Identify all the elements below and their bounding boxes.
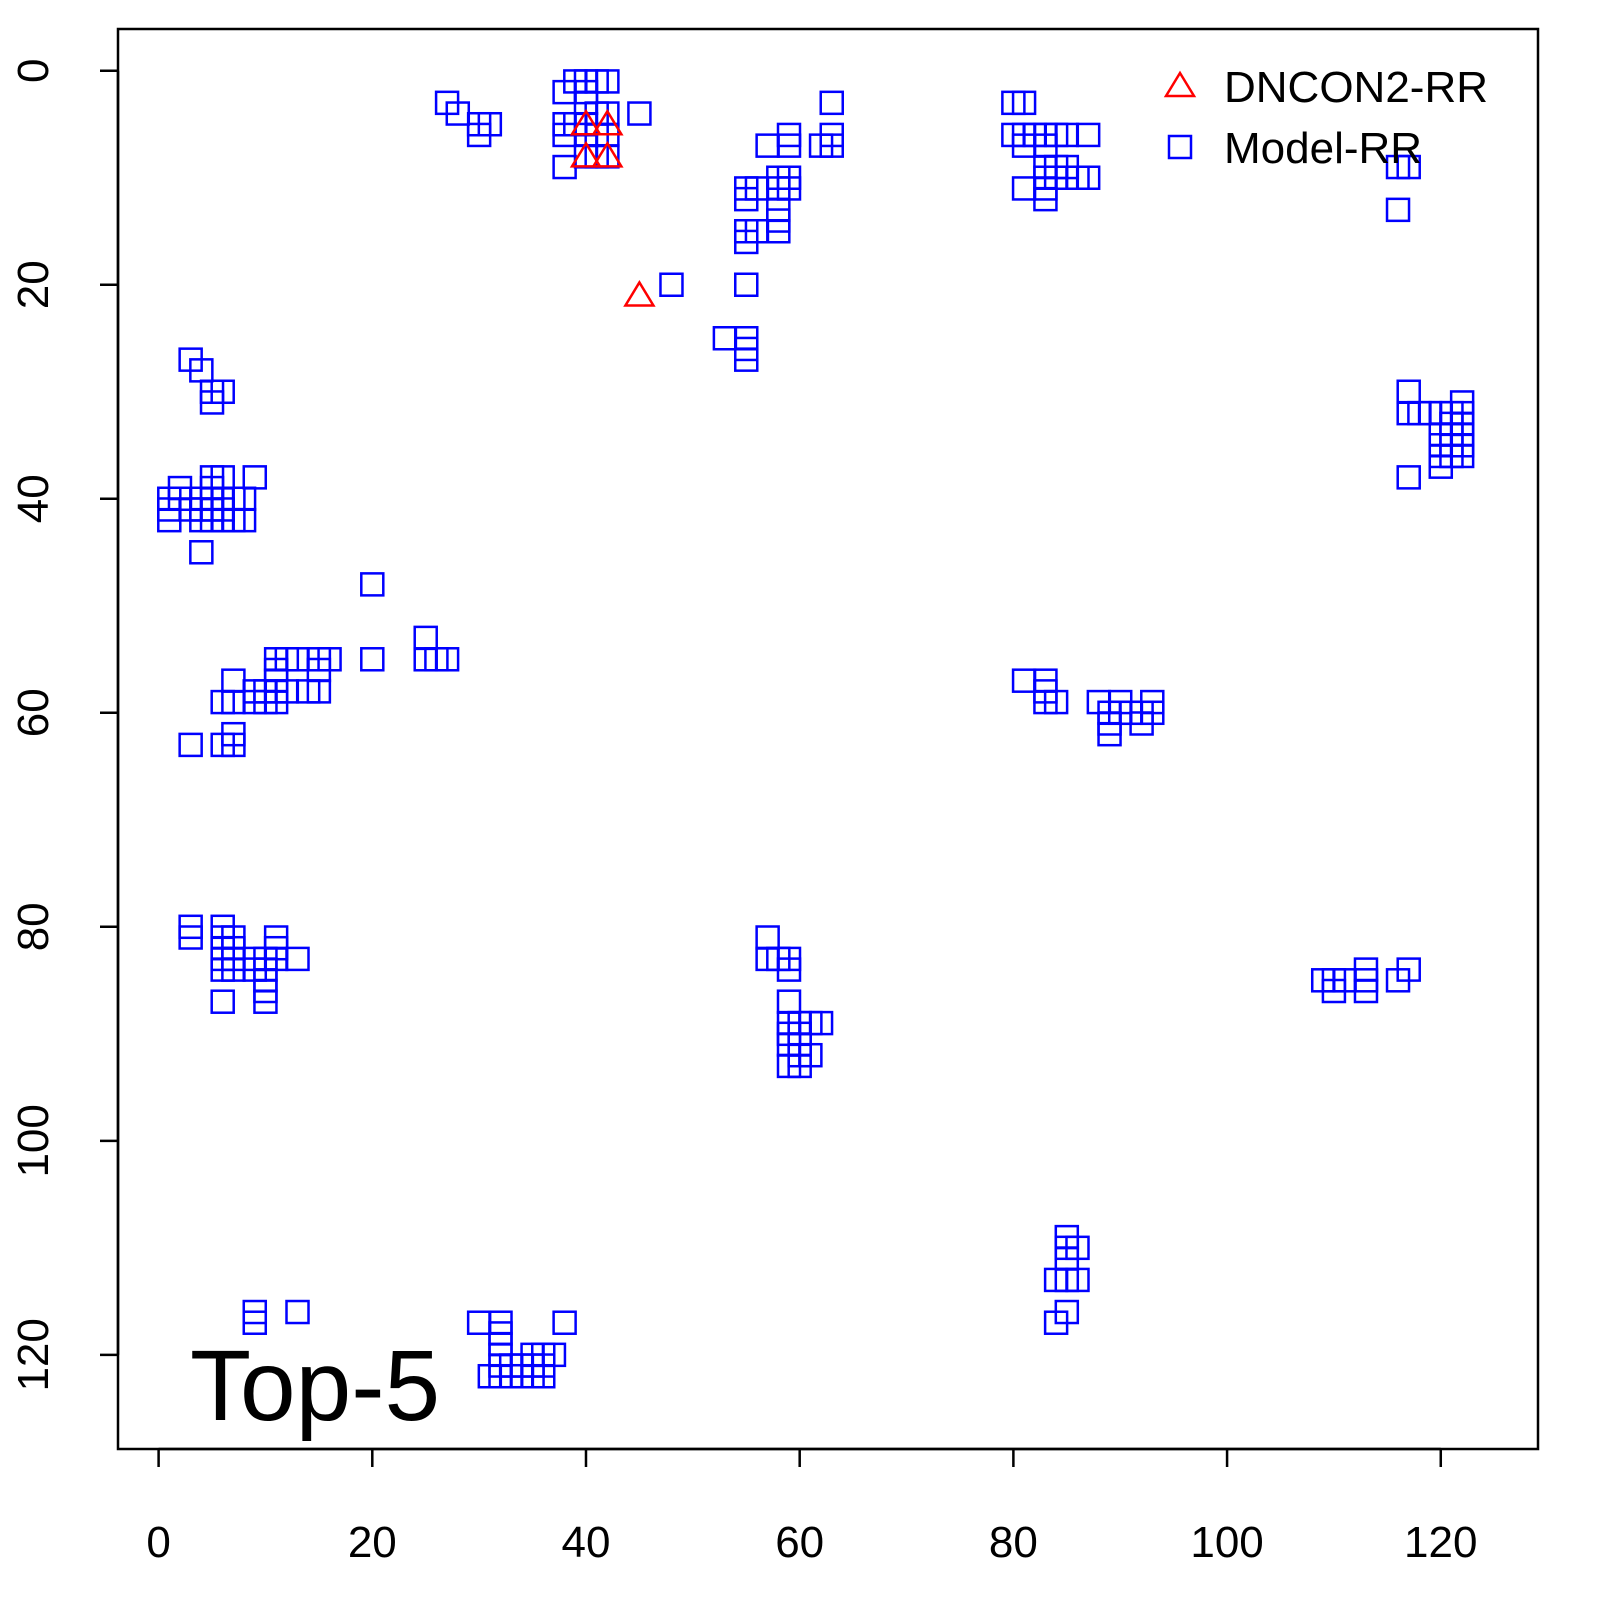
legend-label: Model-RR: [1224, 124, 1422, 173]
point: [712, 326, 738, 351]
x-tick-label: 60: [775, 1518, 824, 1567]
point: [317, 647, 342, 672]
point: [1396, 957, 1421, 982]
point: [591, 108, 624, 136]
point: [1449, 443, 1475, 469]
point: [285, 1299, 310, 1325]
point: [221, 732, 246, 758]
y-tick-label: 120: [9, 1318, 58, 1391]
y-tick-label: 100: [9, 1104, 58, 1177]
point: [776, 957, 802, 982]
point: [413, 625, 438, 651]
point: [808, 1010, 834, 1036]
point: [210, 989, 235, 1014]
point: [734, 347, 759, 372]
point: [755, 133, 780, 158]
point: [1065, 1235, 1090, 1261]
point: [819, 133, 844, 158]
point: [766, 218, 791, 244]
annotation: Top-5: [190, 1330, 440, 1442]
point: [569, 140, 603, 168]
point: [595, 69, 620, 94]
point: [360, 647, 385, 672]
point: [1043, 689, 1069, 715]
point: [623, 280, 656, 307]
point: [1075, 122, 1101, 148]
point: [569, 108, 603, 136]
point: [231, 507, 257, 533]
point: [306, 679, 332, 704]
point: [591, 140, 624, 168]
point: [798, 1042, 823, 1068]
point: [189, 540, 214, 565]
point: [1396, 154, 1421, 180]
point: [776, 133, 802, 158]
plot-frame: [116, 27, 1540, 1451]
point: [1054, 1299, 1080, 1325]
x-tick-label: 120: [1404, 1518, 1477, 1567]
point: [1011, 176, 1037, 201]
x-tick-label: 80: [989, 1518, 1038, 1567]
legend-label: DNCON2-RR: [1224, 63, 1488, 112]
x-tick-label: 40: [562, 1518, 611, 1567]
point: [477, 111, 503, 137]
point: [1011, 668, 1037, 693]
point: [178, 732, 203, 758]
legend-marker: [1167, 134, 1193, 160]
x-tick-label: 0: [146, 1518, 170, 1567]
point: [1065, 1267, 1090, 1293]
point: [221, 668, 246, 693]
point: [776, 989, 802, 1014]
y-tick-label: 60: [9, 688, 58, 737]
y-tick-label: 20: [9, 260, 58, 309]
point: [242, 1310, 268, 1335]
x-tick-label: 100: [1190, 1518, 1263, 1567]
point: [755, 925, 780, 950]
point: [434, 647, 460, 672]
legend-marker: [1163, 70, 1197, 98]
point: [1140, 700, 1165, 726]
point: [776, 176, 802, 201]
point: [552, 1310, 577, 1335]
point: [242, 465, 268, 490]
y-tick-label: 40: [9, 474, 58, 523]
point: [210, 379, 235, 405]
point: [360, 572, 385, 597]
point: [1396, 379, 1421, 405]
point: [466, 1310, 492, 1335]
point: [541, 1342, 567, 1368]
point: [178, 925, 203, 950]
point: [1075, 165, 1101, 190]
point: [659, 272, 684, 297]
point: [1353, 978, 1379, 1004]
point: [285, 946, 310, 972]
y-tick-label: 80: [9, 902, 58, 951]
point: [627, 101, 652, 126]
point: [1385, 197, 1411, 223]
point: [1396, 465, 1421, 490]
x-tick-label: 20: [348, 1518, 397, 1567]
y-tick-label: 0: [9, 58, 58, 82]
point: [734, 272, 759, 297]
point: [819, 90, 844, 116]
point: [1011, 90, 1037, 116]
point: [253, 989, 278, 1014]
